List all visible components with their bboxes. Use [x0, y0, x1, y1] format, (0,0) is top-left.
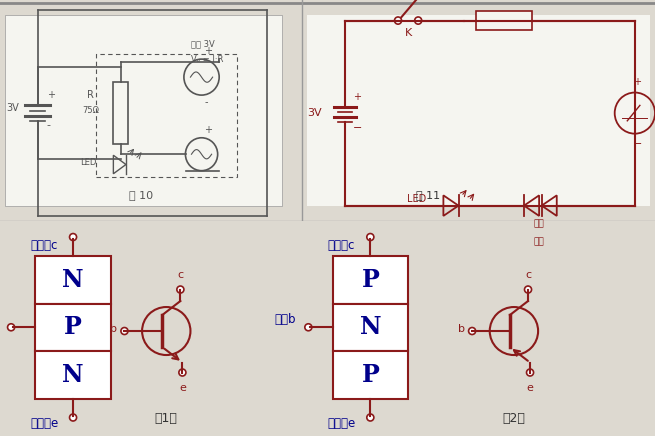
Text: （1）: （1） — [155, 412, 178, 425]
Text: （2）: （2） — [502, 412, 525, 425]
FancyBboxPatch shape — [5, 15, 282, 206]
Text: e: e — [527, 382, 533, 392]
Text: +: + — [204, 46, 212, 56]
Text: 发射极e: 发射极e — [30, 417, 58, 430]
Text: +: + — [633, 77, 641, 87]
Text: 3V: 3V — [6, 103, 19, 113]
FancyBboxPatch shape — [333, 303, 408, 351]
Text: b: b — [458, 324, 464, 334]
Text: −: − — [352, 123, 362, 133]
FancyBboxPatch shape — [333, 256, 408, 303]
Text: R: R — [87, 90, 94, 100]
Circle shape — [177, 286, 184, 293]
Text: P: P — [64, 315, 82, 339]
Text: 75Ω: 75Ω — [82, 106, 99, 115]
Text: e: e — [179, 382, 186, 392]
Text: N: N — [62, 363, 84, 387]
Text: c: c — [525, 269, 531, 279]
Text: P: P — [362, 268, 379, 292]
Circle shape — [179, 369, 186, 376]
Text: 基电极c: 基电极c — [328, 238, 355, 252]
Text: LED: LED — [81, 157, 97, 167]
Circle shape — [415, 17, 422, 24]
Text: N: N — [62, 268, 84, 292]
Circle shape — [525, 286, 532, 293]
Text: c: c — [178, 269, 183, 279]
Text: Vₒ = I·R: Vₒ = I·R — [191, 54, 224, 64]
Circle shape — [305, 324, 312, 331]
Text: K: K — [405, 28, 412, 38]
FancyBboxPatch shape — [35, 303, 111, 351]
FancyBboxPatch shape — [333, 351, 408, 399]
Circle shape — [367, 234, 374, 241]
Text: -: - — [47, 120, 51, 130]
Text: 图 10: 图 10 — [129, 190, 153, 200]
Text: 基极b: 基极b — [274, 313, 296, 326]
Text: +: + — [47, 90, 55, 100]
Text: 图 11: 图 11 — [416, 190, 440, 200]
Circle shape — [69, 234, 77, 241]
Text: R: R — [500, 0, 508, 3]
Text: b: b — [110, 324, 117, 334]
Text: 电池: 电池 — [534, 237, 544, 246]
Circle shape — [468, 327, 476, 334]
FancyBboxPatch shape — [476, 11, 532, 30]
FancyBboxPatch shape — [113, 82, 128, 144]
Circle shape — [394, 17, 402, 24]
Text: −: − — [633, 139, 642, 149]
Circle shape — [8, 324, 14, 331]
Text: +: + — [352, 92, 361, 102]
Text: 3V: 3V — [308, 108, 322, 118]
Text: 发射极e: 发射极e — [328, 417, 356, 430]
Text: 硅光: 硅光 — [534, 219, 544, 228]
Circle shape — [121, 327, 128, 334]
FancyBboxPatch shape — [35, 351, 111, 399]
Text: P: P — [362, 363, 379, 387]
Text: 储能 3V: 储能 3V — [191, 39, 215, 48]
Text: -: - — [204, 97, 208, 107]
FancyBboxPatch shape — [307, 15, 650, 206]
Circle shape — [367, 414, 374, 421]
Circle shape — [69, 414, 77, 421]
Text: +: + — [204, 125, 212, 135]
Circle shape — [527, 369, 534, 376]
Text: 基电极c: 基电极c — [30, 238, 58, 252]
Text: LED: LED — [407, 194, 426, 204]
FancyBboxPatch shape — [35, 256, 111, 303]
Text: N: N — [360, 315, 381, 339]
